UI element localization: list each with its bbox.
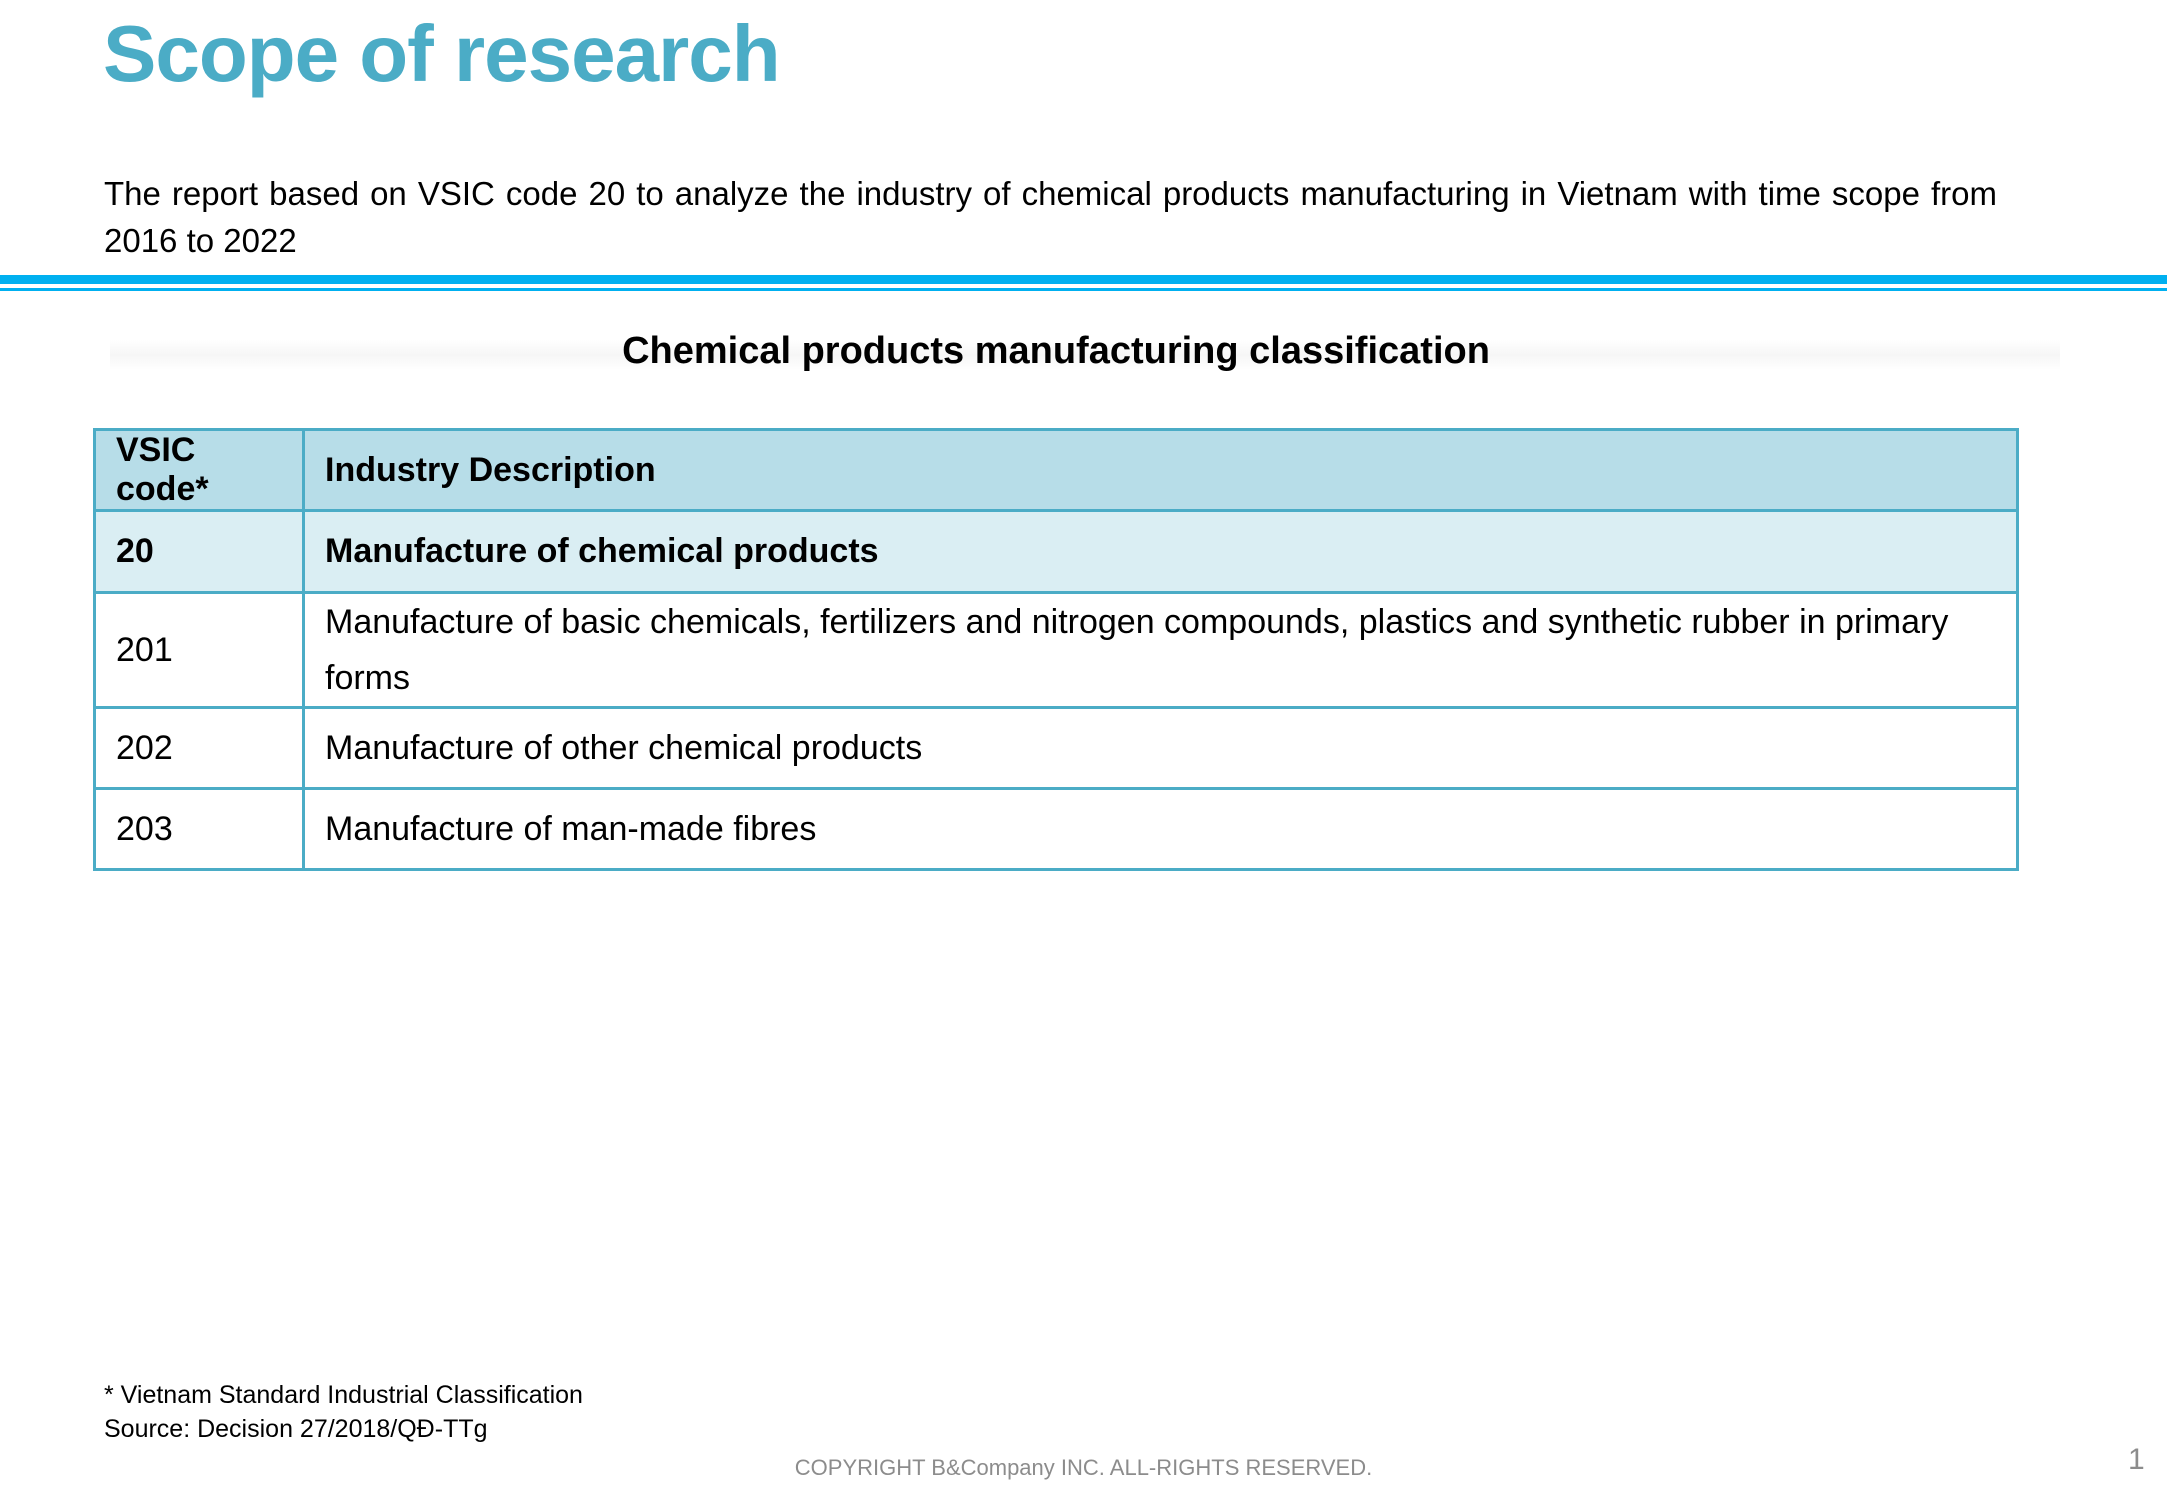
divider-thin	[0, 288, 2167, 291]
table-row: 202 Manufacture of other chemical produc…	[93, 706, 2019, 790]
cell-code: 202	[93, 706, 305, 790]
source-note: Source: Decision 27/2018/QĐ-TTg	[104, 1415, 488, 1443]
page-number: 1	[2128, 1443, 2145, 1476]
copyright: COPYRIGHT B&Company INC. ALL-RIGHTS RESE…	[794, 1455, 1373, 1480]
cell-description: Manufacture of other chemical products	[302, 706, 2019, 790]
cell-code: 20	[93, 509, 305, 594]
classification-table: VSIC code* Industry Description 20 Manuf…	[93, 428, 2019, 871]
cell-code: 201	[93, 591, 305, 709]
table-row: 201 Manufacture of basic chemicals, fert…	[93, 591, 2019, 709]
table-title: Chemical products manufacturing classifi…	[622, 330, 1490, 372]
header-description: Industry Description	[302, 428, 2019, 512]
page-title: Scope of research	[103, 9, 781, 98]
divider-thick	[0, 275, 2167, 284]
cell-code: 203	[93, 787, 305, 871]
footnote: * Vietnam Standard Industrial Classifica…	[104, 1381, 583, 1409]
table-header-row: VSIC code* Industry Description	[93, 428, 2019, 512]
header-vsic-code: VSIC code*	[93, 428, 305, 512]
intro-paragraph: The report based on VSIC code 20 to anal…	[104, 175, 1997, 259]
table-row: 20 Manufacture of chemical products	[93, 509, 2019, 594]
subtitle-shadow	[110, 340, 2060, 370]
cell-description: Manufacture of chemical products	[302, 509, 2019, 594]
cell-description: Manufacture of man-made fibres	[302, 787, 2019, 871]
cell-description: Manufacture of basic chemicals, fertiliz…	[302, 591, 2019, 709]
table-row: 203 Manufacture of man-made fibres	[93, 787, 2019, 871]
